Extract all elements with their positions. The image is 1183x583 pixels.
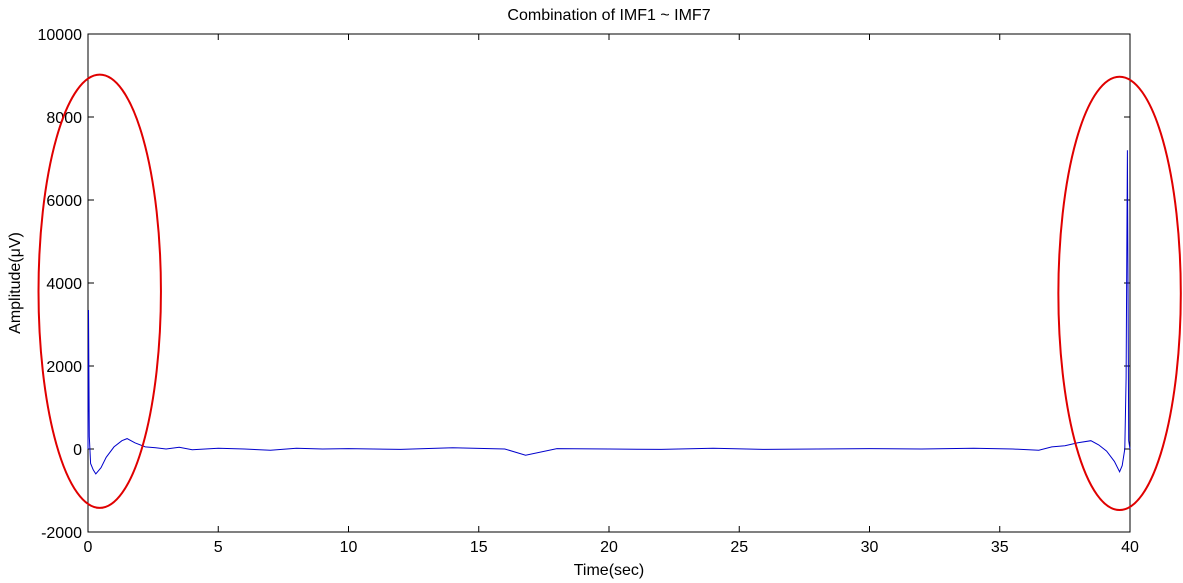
y-tick-label: 10000 <box>38 27 83 44</box>
y-tick-label: 4000 <box>46 276 82 293</box>
chart-title: Combination of IMF1 ~ IMF7 <box>507 7 710 24</box>
tick-group: 0 5 10 15 20 25 30 35 40-20000200040006000800010… <box>38 27 1140 556</box>
x-tick-label: 10 <box>340 539 358 556</box>
highlight-ellipse <box>37 73 162 509</box>
y-tick-label: 8000 <box>46 110 82 127</box>
series-line <box>87 150 1131 475</box>
y-axis-label: Amplitude(μV) <box>7 232 24 334</box>
x-tick-label: 30 <box>861 539 879 556</box>
x-tick-label: 5 <box>214 539 223 556</box>
x-tick-label: 35 <box>991 539 1009 556</box>
x-tick-label: 15 <box>470 539 488 556</box>
x-tick-label: 0 <box>84 539 93 556</box>
series-group <box>87 150 1131 475</box>
x-axis-label: Time(sec) <box>574 562 645 579</box>
y-tick-label: -2000 <box>41 525 82 542</box>
y-tick-label: 0 <box>73 442 82 459</box>
highlight-ellipse <box>1057 75 1182 512</box>
plot-area <box>87 33 1131 533</box>
x-tick-label: 25 <box>730 539 748 556</box>
x-tick-label: 20 <box>600 539 618 556</box>
annotation-group <box>37 73 1182 512</box>
x-tick-label: 40 <box>1121 539 1139 556</box>
y-tick-label: 6000 <box>46 193 82 210</box>
y-tick-label: 2000 <box>46 359 82 376</box>
